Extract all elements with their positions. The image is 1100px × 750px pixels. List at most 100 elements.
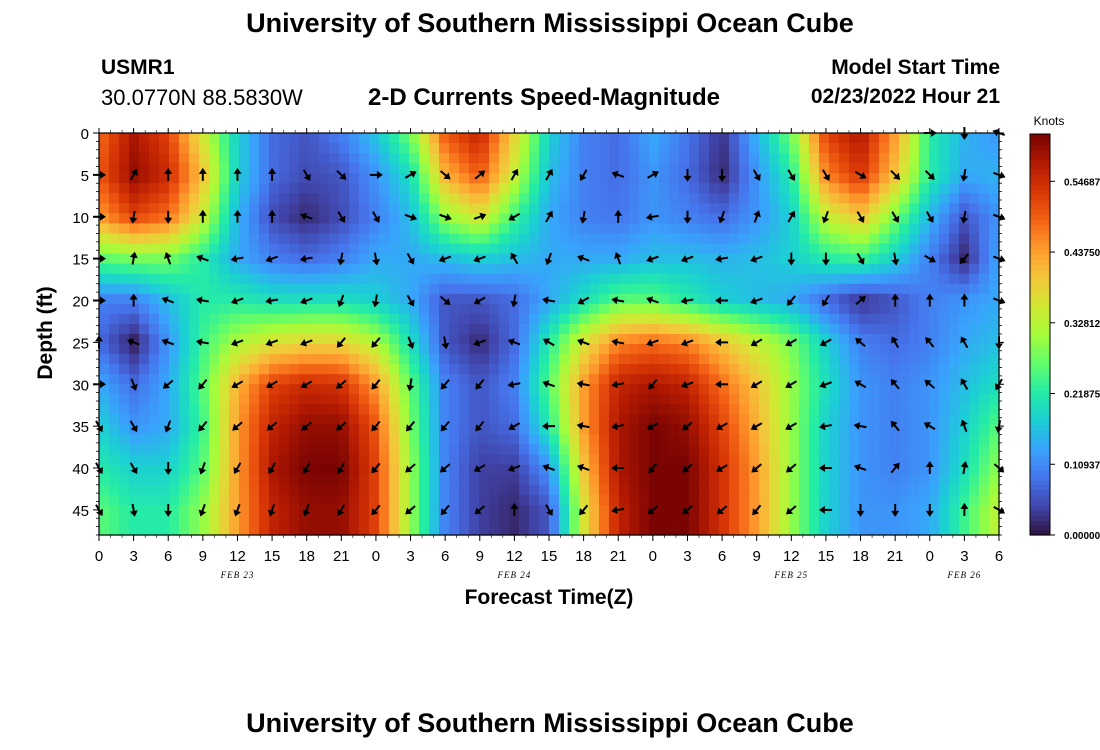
heatmap-cell: [719, 434, 730, 446]
heatmap-cell: [809, 504, 820, 516]
heatmap-cell: [739, 494, 750, 506]
heatmap-cell: [339, 344, 350, 355]
heatmap-cell: [329, 524, 340, 536]
heatmap-cell: [759, 303, 770, 315]
heatmap-cell: [329, 384, 340, 395]
heatmap-cell: [219, 434, 230, 446]
heatmap-cell: [799, 484, 810, 496]
heatmap-cell: [619, 263, 630, 275]
heatmap-cell: [449, 454, 460, 466]
heatmap-cell: [539, 504, 550, 516]
heatmap-cell: [599, 464, 610, 476]
current-arrow-head: [339, 172, 347, 180]
heatmap-cell: [559, 494, 570, 506]
heatmap-cell: [599, 394, 610, 405]
heatmap-cell: [819, 143, 830, 154]
heatmap-cell: [149, 163, 160, 174]
heatmap-cell: [879, 334, 890, 345]
heatmap-cell: [239, 283, 250, 295]
heatmap-cell: [249, 223, 260, 235]
current-arrow-head: [338, 215, 346, 223]
x-tick-label: 15: [541, 548, 558, 565]
heatmap-cell: [599, 414, 610, 426]
current-arrow: [545, 210, 553, 223]
heatmap-cell: [109, 354, 120, 365]
heatmap-cell: [449, 354, 460, 365]
heatmap-cell: [359, 273, 370, 285]
heatmap-cell: [979, 484, 990, 496]
heatmap-cell: [339, 313, 350, 325]
current-arrow: [717, 210, 726, 224]
heatmap-cell: [889, 303, 900, 315]
heatmap-cell: [499, 464, 510, 476]
heatmap-cell: [189, 203, 200, 214]
heatmap-cell: [669, 384, 680, 395]
heatmap-cell: [329, 193, 340, 204]
heatmap-cell: [359, 494, 370, 506]
heatmap-cell: [279, 283, 290, 295]
heatmap-cell: [279, 143, 290, 154]
heatmap-cell: [539, 414, 550, 426]
heatmap-cell: [289, 133, 300, 144]
heatmap-cell: [719, 494, 730, 506]
heatmap-cell: [719, 524, 730, 536]
colorbar-band: [1030, 179, 1050, 185]
current-arrow-head: [233, 167, 242, 174]
heatmap-cell: [219, 323, 230, 335]
heatmap-cell: [939, 303, 950, 315]
heatmap-cell: [109, 424, 120, 436]
heatmap-cell: [809, 283, 820, 295]
heatmap-cell: [249, 163, 260, 174]
heatmap-cell: [319, 213, 330, 225]
heatmap-cell: [489, 203, 500, 214]
heatmap-cell: [349, 313, 360, 325]
heatmap-cell: [579, 344, 590, 355]
heatmap-cell: [719, 193, 730, 204]
heatmap-cell: [439, 223, 450, 235]
heatmap-cell: [509, 344, 520, 355]
heatmap-cell: [469, 193, 480, 204]
heatmap-cell: [959, 484, 970, 496]
current-arrow: [959, 253, 970, 264]
current-arrow-head: [407, 341, 415, 349]
heatmap-cell: [239, 354, 250, 365]
heatmap-cell: [699, 504, 710, 516]
heatmap-cell: [379, 374, 390, 385]
heatmap-cell: [829, 273, 840, 285]
heatmap-cell: [539, 354, 550, 365]
heatmap-cell: [409, 434, 420, 446]
y-tick-label: 20: [72, 294, 89, 311]
heatmap-cell: [329, 484, 340, 496]
heatmap-cell: [869, 133, 880, 144]
heatmap-cell: [569, 424, 580, 436]
heatmap-cell: [289, 384, 300, 395]
heatmap-cell: [599, 344, 610, 355]
heatmap-cell: [669, 223, 680, 235]
colorbar-band: [1030, 234, 1050, 240]
heatmap-cell: [399, 143, 410, 154]
heatmap-cell: [319, 474, 330, 486]
heatmap-cell: [819, 163, 830, 174]
heatmap-cell: [109, 243, 120, 255]
heatmap-cell: [339, 163, 350, 174]
heatmap-cell: [809, 193, 820, 204]
heatmap-cell: [489, 153, 500, 164]
heatmap-cell: [719, 344, 730, 355]
heatmap-cell: [159, 323, 170, 335]
heatmap-cell: [139, 524, 150, 536]
colorbar-band: [1030, 514, 1050, 521]
heatmap-cell: [799, 323, 810, 335]
current-arrow: [750, 297, 763, 305]
heatmap-cell: [439, 364, 450, 375]
heatmap-cell: [439, 404, 450, 415]
heatmap-cell: [979, 414, 990, 426]
colorbar-band: [1030, 399, 1050, 406]
heatmap-cell: [329, 344, 340, 355]
heatmap-cell: [519, 414, 530, 426]
colorbar-band: [1030, 529, 1050, 536]
heatmap-cell: [789, 273, 800, 285]
station-coordinates: 30.0770N 88.5830W: [101, 85, 303, 110]
heatmap-cell: [389, 354, 400, 365]
heatmap-cell: [939, 354, 950, 365]
heatmap-cell: [399, 293, 410, 305]
